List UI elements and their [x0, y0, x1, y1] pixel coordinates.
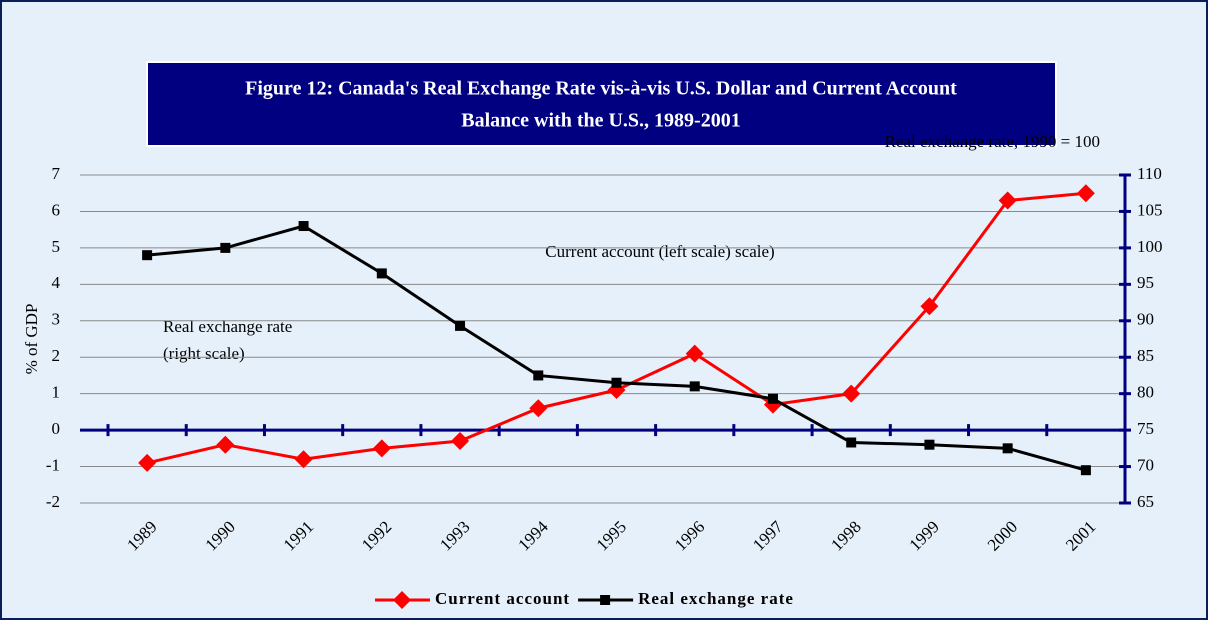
data-point [767, 393, 778, 404]
data-point [920, 297, 939, 316]
data-point [372, 439, 391, 458]
data-point [1076, 184, 1095, 203]
data-point [138, 453, 157, 472]
data-point [533, 370, 544, 381]
y-tick-label: 6 [52, 200, 61, 219]
y2-tick-label: 110 [1137, 164, 1162, 183]
data-point [298, 221, 309, 232]
data-point [842, 384, 861, 403]
y-tick-label: 7 [52, 164, 61, 183]
y-tick-label: 0 [52, 419, 61, 438]
data-point [529, 399, 548, 418]
data-point [1080, 465, 1091, 476]
data-point [142, 250, 153, 261]
y2-tick-label: 80 [1137, 383, 1154, 402]
annotation: (right scale) [163, 344, 245, 363]
y2-tick-label: 65 [1137, 492, 1154, 511]
data-point [846, 437, 857, 448]
y2-tick-label: 95 [1137, 273, 1154, 292]
y2-tick-label: 90 [1137, 310, 1154, 329]
data-point [216, 435, 235, 454]
data-point [611, 377, 622, 388]
annotation: Current account (left scale) scale) [545, 242, 774, 261]
data-point [924, 439, 935, 450]
y2-tick-label: 105 [1137, 200, 1163, 219]
data-point [455, 320, 466, 331]
y-tick-label: 4 [52, 273, 61, 292]
data-point [685, 344, 704, 363]
data-point [220, 242, 231, 253]
chart-title: Figure 12: Canada's Real Exchange Rate v… [245, 78, 957, 100]
y-tick-label: 5 [52, 237, 61, 256]
y2-tick-label: 70 [1137, 455, 1154, 474]
data-point [294, 450, 313, 469]
data-point [1002, 443, 1013, 454]
legend-marker [393, 591, 411, 609]
legend-label: Current account [435, 589, 570, 608]
annotation: Real exchange rate [163, 317, 292, 336]
y-tick-label: 2 [52, 346, 61, 365]
y-axis-label: % of GDP [22, 304, 41, 375]
y2-axis-label: Real exchange rate, 1990 = 100 [885, 132, 1100, 151]
y2-tick-label: 85 [1137, 346, 1154, 365]
title-box [146, 61, 1057, 147]
y-tick-label: -1 [46, 455, 60, 474]
y-tick-label: 3 [52, 310, 61, 329]
legend-marker [600, 595, 611, 605]
y2-tick-label: 75 [1137, 419, 1154, 438]
y-tick-label: -2 [46, 492, 60, 511]
chart-subtitle: Balance with the U.S., 1989-2001 [461, 110, 740, 132]
data-point [689, 381, 700, 392]
data-point [998, 191, 1017, 210]
legend-label: Real exchange rate [638, 589, 794, 608]
y-tick-label: 1 [52, 383, 61, 402]
y2-tick-label: 100 [1137, 237, 1163, 256]
data-point [451, 432, 470, 451]
data-point [376, 268, 387, 279]
